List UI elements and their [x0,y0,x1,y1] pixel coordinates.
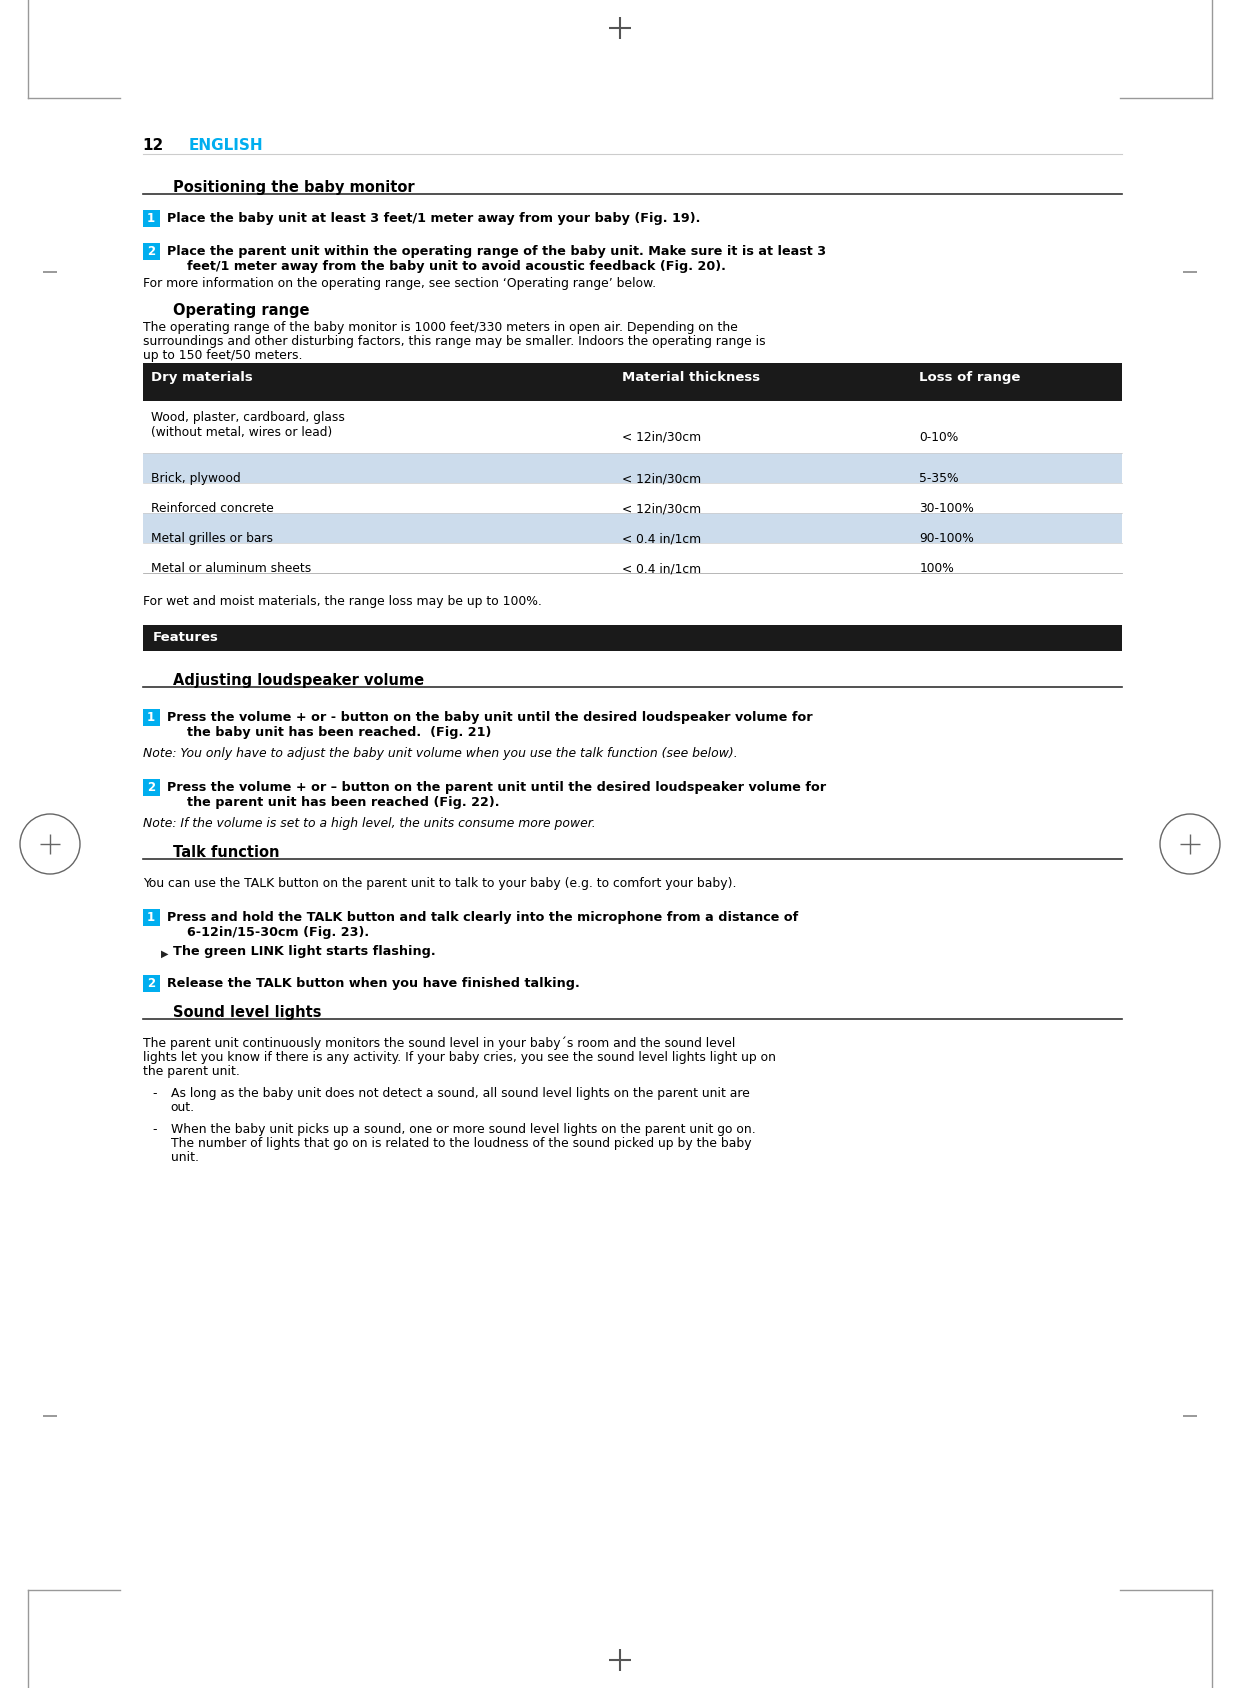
Text: The parent unit continuously monitors the sound level in your baby´s room and th: The parent unit continuously monitors th… [143,1036,735,1050]
Text: the parent unit.: the parent unit. [143,1065,239,1079]
FancyBboxPatch shape [143,544,1122,572]
Text: Press and hold the TALK button and talk clearly into the microphone from a dista: Press and hold the TALK button and talk … [166,912,797,923]
FancyBboxPatch shape [143,778,160,797]
Text: 1: 1 [148,213,155,225]
Text: For wet and moist materials, the range loss may be up to 100%.: For wet and moist materials, the range l… [143,594,542,608]
Text: The operating range of the baby monitor is 1000 feet/330 meters in open air. Dep: The operating range of the baby monitor … [143,321,738,334]
Text: Release the TALK button when you have finished talking.: Release the TALK button when you have fi… [166,977,579,989]
FancyBboxPatch shape [143,625,1122,652]
Text: Loss of range: Loss of range [919,371,1021,383]
Text: (without metal, wires or lead): (without metal, wires or lead) [150,425,332,439]
Text: unit.: unit. [171,1151,198,1165]
FancyBboxPatch shape [143,402,1122,452]
Text: Note: You only have to adjust the baby unit volume when you use the talk functio: Note: You only have to adjust the baby u… [143,748,738,760]
Text: up to 150 feet/50 meters.: up to 150 feet/50 meters. [143,349,303,361]
Text: The number of lights that go on is related to the loudness of the sound picked u: The number of lights that go on is relat… [171,1138,751,1150]
FancyBboxPatch shape [143,363,1122,402]
Text: 12: 12 [143,138,164,154]
Text: You can use the TALK button on the parent unit to talk to your baby (e.g. to com: You can use the TALK button on the paren… [143,878,737,890]
Text: < 0.4 in/1cm: < 0.4 in/1cm [621,532,701,545]
Text: The green LINK light starts flashing.: The green LINK light starts flashing. [172,945,435,959]
Text: Dry materials: Dry materials [150,371,253,383]
Text: 100%: 100% [919,562,954,576]
Text: Metal grilles or bars: Metal grilles or bars [150,532,273,545]
Text: Features: Features [153,631,218,645]
Text: When the baby unit picks up a sound, one or more sound level lights on the paren: When the baby unit picks up a sound, one… [171,1123,755,1136]
Text: For more information on the operating range, see section ‘Operating range’ below: For more information on the operating ra… [143,277,656,290]
FancyBboxPatch shape [143,976,160,993]
Text: the parent unit has been reached (Fig. 22).: the parent unit has been reached (Fig. 2… [186,797,498,809]
Text: Adjusting loudspeaker volume: Adjusting loudspeaker volume [172,674,424,689]
Text: Place the baby unit at least 3 feet/1 meter away from your baby (Fig. 19).: Place the baby unit at least 3 feet/1 me… [166,213,699,225]
Text: 90-100%: 90-100% [919,532,975,545]
Text: Sound level lights: Sound level lights [172,1004,321,1020]
Text: Place the parent unit within the operating range of the baby unit. Make sure it : Place the parent unit within the operati… [166,245,826,258]
Text: lights let you know if there is any activity. If your baby cries, you see the so: lights let you know if there is any acti… [143,1052,775,1063]
FancyBboxPatch shape [143,483,1122,513]
Text: out.: out. [171,1101,195,1114]
FancyBboxPatch shape [143,452,1122,483]
Text: ▶: ▶ [161,949,169,959]
Text: < 12in/30cm: < 12in/30cm [621,501,701,515]
Text: < 12in/30cm: < 12in/30cm [621,430,701,444]
FancyBboxPatch shape [143,910,160,927]
Text: Note: If the volume is set to a high level, the units consume more power.: Note: If the volume is set to a high lev… [143,817,595,830]
Text: 1: 1 [148,912,155,923]
Text: 2: 2 [148,977,155,989]
Text: 5-35%: 5-35% [919,473,959,484]
FancyBboxPatch shape [143,243,160,260]
Text: 1: 1 [148,711,155,724]
Text: 30-100%: 30-100% [919,501,975,515]
Text: Metal or aluminum sheets: Metal or aluminum sheets [150,562,311,576]
Text: Press the volume + or – button on the parent unit until the desired loudspeaker : Press the volume + or – button on the pa… [166,782,826,793]
Text: < 0.4 in/1cm: < 0.4 in/1cm [621,562,701,576]
Text: Press the volume + or - button on the baby unit until the desired loudspeaker vo: Press the volume + or - button on the ba… [166,711,812,724]
Text: Positioning the baby monitor: Positioning the baby monitor [172,181,414,196]
Text: Material thickness: Material thickness [621,371,760,383]
Text: surroundings and other disturbing factors, this range may be smaller. Indoors th: surroundings and other disturbing factor… [143,334,765,348]
Text: 0-10%: 0-10% [919,430,959,444]
Text: ENGLISH: ENGLISH [188,138,263,154]
Text: 2: 2 [148,245,155,258]
Text: Wood, plaster, cardboard, glass: Wood, plaster, cardboard, glass [150,410,345,424]
Text: Talk function: Talk function [172,846,279,859]
Text: -: - [153,1123,157,1136]
Text: Operating range: Operating range [172,304,309,317]
Text: As long as the baby unit does not detect a sound, all sound level lights on the : As long as the baby unit does not detect… [171,1087,749,1101]
Text: 6-12in/15-30cm (Fig. 23).: 6-12in/15-30cm (Fig. 23). [186,927,368,939]
FancyBboxPatch shape [143,209,160,226]
FancyBboxPatch shape [143,709,160,726]
Text: the baby unit has been reached.  (Fig. 21): the baby unit has been reached. (Fig. 21… [186,726,491,739]
Text: 2: 2 [148,782,155,793]
Text: -: - [153,1087,157,1101]
Text: Reinforced concrete: Reinforced concrete [150,501,273,515]
Text: feet/1 meter away from the baby unit to avoid acoustic feedback (Fig. 20).: feet/1 meter away from the baby unit to … [186,260,725,273]
Text: < 12in/30cm: < 12in/30cm [621,473,701,484]
Text: Brick, plywood: Brick, plywood [150,473,241,484]
FancyBboxPatch shape [143,513,1122,544]
